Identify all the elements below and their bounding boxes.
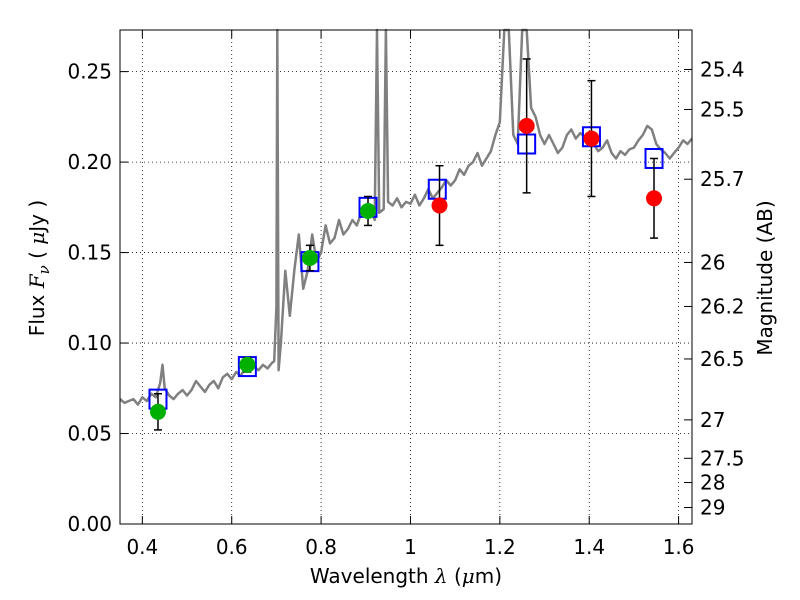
observed-photometry: [149, 58, 663, 431]
magnitude-axis-title: Magnitude (AB): [753, 200, 777, 355]
grid: [120, 30, 692, 524]
x-axis-title-unit-open: (: [448, 564, 462, 588]
y-tick-label: 0.25: [67, 60, 112, 84]
x-axis-title-unit-mu: μ: [462, 564, 475, 588]
x-tick-label: 0.8: [305, 535, 337, 559]
y-axis-title-symbol: F: [25, 273, 49, 289]
magnitude-tick-label: 27: [700, 408, 725, 432]
y-tick-label: 0.05: [67, 422, 112, 446]
magnitude-tick-label: 25.4: [700, 57, 745, 81]
y-axis-title-subscript: ν: [35, 265, 53, 274]
plot-background: [120, 30, 692, 524]
x-axis-title-symbol: λ: [434, 564, 448, 588]
magnitude-tick-label: 26: [700, 250, 725, 274]
x-axis-ticks: 0.4 0.6 0.8 1 1.2 1.4 1.6: [126, 30, 695, 559]
x-tick-label: 0.6: [216, 535, 248, 559]
magnitude-tick-label: 26.2: [700, 294, 745, 318]
magnitude-tick-label: 25.7: [700, 167, 745, 191]
x-axis-title-prefix: Wavelength: [310, 564, 435, 588]
y-axis-ticks: 0.00 0.05 0.10 0.15 0.20 0.25: [67, 60, 128, 536]
y-tick-label: 0.20: [67, 150, 112, 174]
x-tick-label: 1: [404, 535, 417, 559]
observed-nir-point: [518, 117, 535, 134]
x-axis-title-unit-close: m): [475, 564, 502, 588]
x-tick-label: 1.2: [484, 535, 516, 559]
magnitude-tick-label: 28: [700, 471, 725, 495]
x-axis-title: Wavelength λ (μm): [310, 564, 502, 588]
x-tick-label: 1.6: [663, 535, 695, 559]
observed-optical-point: [301, 250, 318, 266]
magnitude-tick-label: 26.5: [700, 347, 745, 371]
observed-optical-point: [239, 356, 256, 373]
y-tick-label: 0.10: [67, 331, 112, 355]
observed-optical-point: [360, 202, 377, 219]
y-tick-label: 0.15: [67, 241, 112, 265]
observed-nir-point: [646, 190, 663, 207]
y-axis-title-unit-close: Jy ): [25, 200, 49, 234]
observed-nir-point: [583, 130, 600, 147]
y-axis-title-mid: (: [25, 245, 49, 266]
y-axis-title: Flux Fν ( μJy ): [25, 200, 53, 336]
y-tick-label: 0.00: [67, 512, 112, 536]
observed-optical-point: [149, 403, 166, 420]
x-tick-label: 1.4: [573, 535, 605, 559]
magnitude-tick-label: 25.5: [700, 97, 745, 121]
x-tick-label: 0.4: [126, 535, 158, 559]
observed-nir-point: [431, 197, 448, 214]
y-axis-title-prefix: Flux: [25, 288, 49, 336]
plot-frame: [119, 29, 693, 525]
magnitude-tick-label: 27.5: [700, 446, 745, 470]
y-axis-title-unit-mu: μ: [25, 232, 49, 245]
magnitude-tick-label: 29: [700, 495, 725, 519]
